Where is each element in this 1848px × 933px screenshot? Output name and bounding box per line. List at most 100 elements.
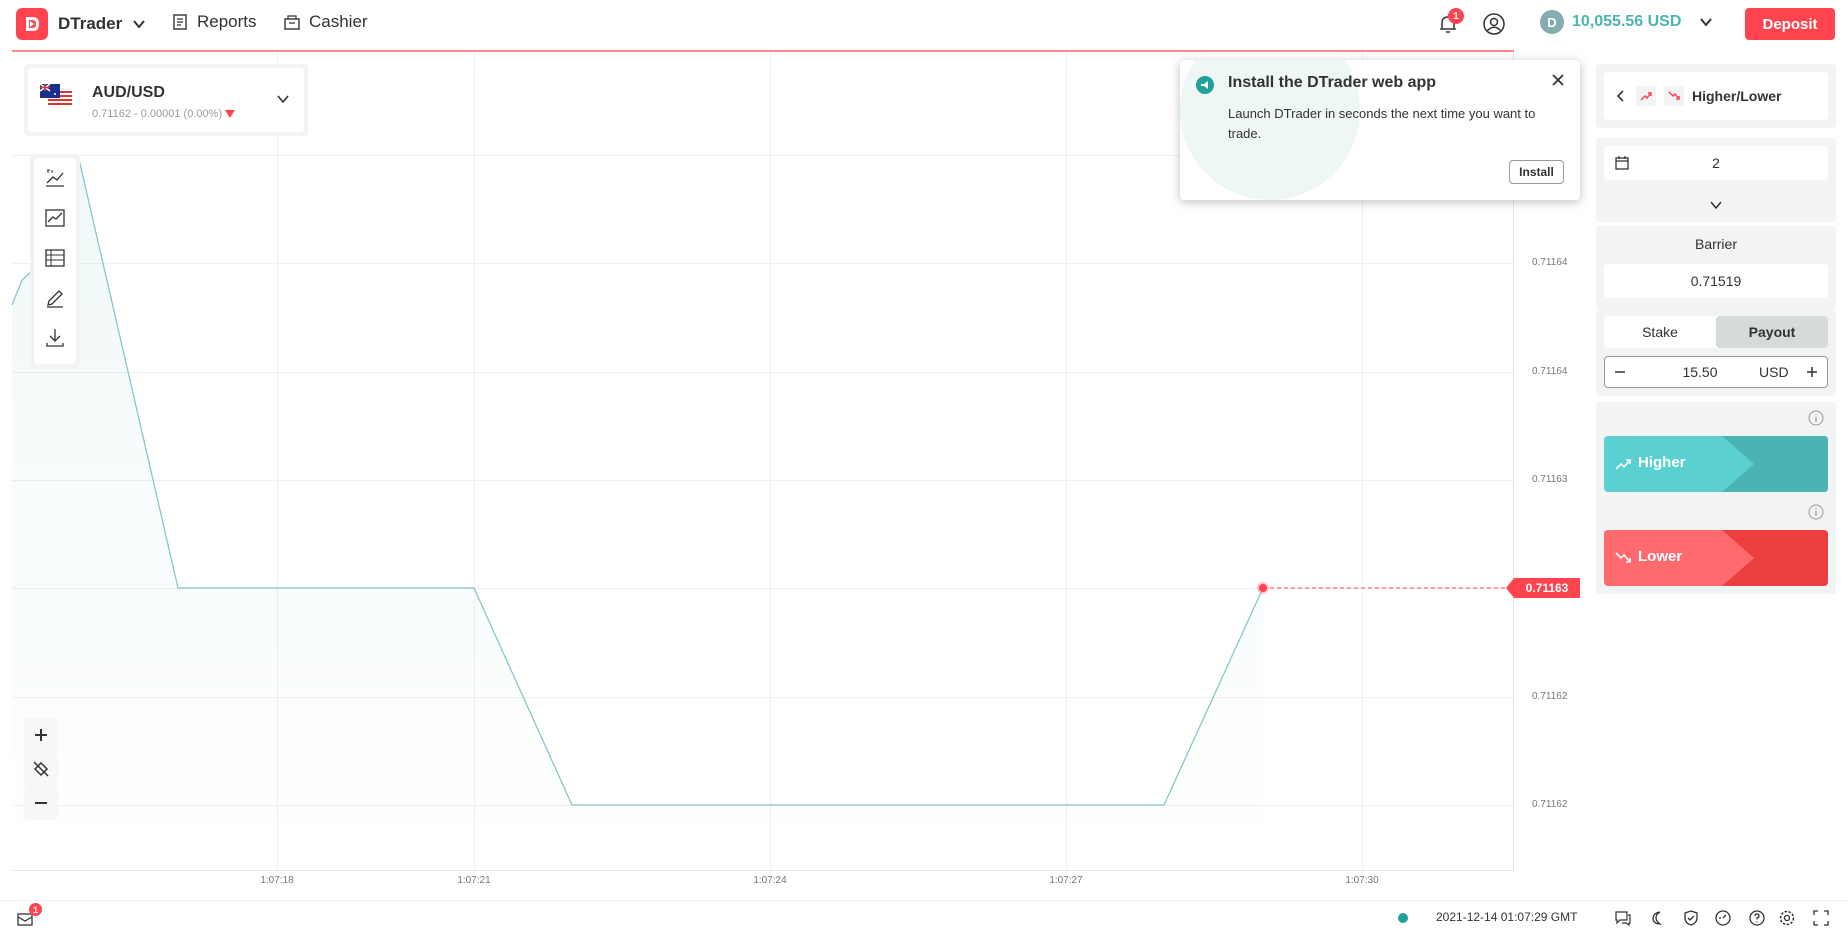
chart-toolbar	[30, 154, 80, 368]
duration-value: 2	[1712, 155, 1720, 171]
tab-payout[interactable]: Payout	[1716, 316, 1828, 348]
grid-line	[770, 52, 771, 870]
chevron-down-icon[interactable]	[1709, 198, 1723, 212]
info-icon[interactable]	[1808, 504, 1824, 520]
cashier-link[interactable]: Cashier	[283, 12, 368, 32]
help-icon[interactable]	[1748, 909, 1766, 927]
reports-icon	[173, 14, 187, 30]
messages-badge: 1	[29, 903, 42, 916]
purchase-panel: Higher Lower	[1596, 402, 1836, 594]
fall-icon	[1615, 552, 1631, 563]
account-balance: 10,055.56 USD	[1572, 13, 1682, 30]
platform-switcher[interactable]: DTrader	[16, 8, 146, 40]
x-axis-label: 1:07:18	[260, 875, 294, 886]
grid-line	[12, 372, 1514, 373]
asset-name: AUD/USD	[92, 84, 165, 101]
amount-currency: USD	[1759, 364, 1789, 380]
drawing-tools-icon[interactable]	[43, 286, 67, 310]
indicators-icon[interactable]	[43, 206, 67, 230]
barrier-label: Barrier	[1694, 236, 1737, 252]
duration-input[interactable]: 2	[1604, 146, 1828, 180]
grid-line	[12, 155, 1514, 156]
chart-x-axis	[12, 870, 1514, 871]
duration-panel: 2	[1596, 138, 1836, 222]
amount-value: 15.50	[1682, 364, 1718, 380]
info-icon[interactable]	[1808, 410, 1824, 426]
increment-button[interactable]	[1799, 359, 1825, 385]
barrier-value: 0.71519	[1690, 273, 1742, 289]
theme-icon[interactable]	[1648, 909, 1666, 927]
close-icon[interactable]	[1548, 70, 1568, 90]
positions-icon[interactable]	[16, 909, 34, 927]
y-axis-label: 0.71164	[1532, 257, 1568, 268]
chevron-down-icon	[133, 20, 146, 29]
lower-label: Lower	[1638, 548, 1683, 565]
barrier-panel: Barrier 0.71519	[1596, 226, 1836, 310]
grid-line	[1362, 52, 1363, 870]
megaphone-icon	[1196, 76, 1214, 94]
chat-icon[interactable]	[1614, 909, 1632, 927]
fullscreen-icon[interactable]	[1812, 909, 1830, 927]
reset-zoom-button[interactable]	[24, 752, 58, 786]
aud-usd-flag-icon	[40, 84, 72, 108]
reports-label: Reports	[197, 12, 257, 31]
grid-line	[277, 52, 278, 870]
crosshair-off-icon	[33, 761, 49, 777]
y-axis-label: 0.71163	[1532, 474, 1568, 485]
download-icon[interactable]	[43, 326, 67, 350]
deposit-button[interactable]: Deposit	[1745, 8, 1835, 40]
install-app-popup: Install the DTrader web app Launch DTrad…	[1180, 60, 1580, 200]
asset-selector[interactable]: AUD/USD 0.71162 - 0.00001 (0.00%)	[24, 64, 308, 136]
price-area	[12, 155, 1263, 870]
higher-label: Higher	[1638, 454, 1686, 471]
zoom-out-button[interactable]	[24, 786, 58, 820]
higher-button-decoration	[1722, 436, 1828, 492]
x-axis-label: 1:07:27	[1049, 875, 1083, 886]
footer: 1 2021-12-14 01:07:29 GMT	[0, 900, 1848, 933]
grid-line	[12, 263, 1514, 264]
templates-icon[interactable]	[43, 246, 67, 270]
chart-type-icon[interactable]	[43, 166, 67, 190]
lower-button[interactable]: Lower	[1604, 530, 1828, 586]
chart-y-axis	[1513, 52, 1514, 871]
responsible-trading-icon[interactable]	[1682, 909, 1700, 927]
higher-button[interactable]: Higher	[1604, 436, 1828, 492]
y-axis-label: 0.71162	[1532, 799, 1568, 810]
grid-line	[474, 52, 475, 870]
top-header: DTrader Reports Cashier 1 D 10,055.56 US…	[0, 0, 1848, 48]
fall-icon	[1664, 86, 1684, 106]
barrier-input[interactable]: 0.71519	[1604, 264, 1828, 298]
amount-input[interactable]: 15.50 USD	[1604, 356, 1828, 388]
plus-icon	[35, 729, 47, 741]
x-axis-label: 1:07:30	[1345, 875, 1379, 886]
tab-stake[interactable]: Stake	[1642, 324, 1678, 340]
calendar-icon	[1615, 156, 1629, 170]
minus-icon	[1615, 371, 1625, 373]
install-button[interactable]: Install	[1509, 160, 1564, 184]
loading-bar	[12, 50, 1514, 52]
account-switcher[interactable]: D 10,055.56 USD	[1540, 10, 1713, 34]
stake-payout-toggle: Stake Payout	[1604, 316, 1828, 348]
reports-link[interactable]: Reports	[171, 12, 257, 32]
popup-title: Install the DTrader web app	[1228, 74, 1437, 91]
trade-type-label: Higher/Lower	[1692, 88, 1782, 104]
grid-line	[12, 697, 1514, 698]
demo-currency-icon: D	[1540, 10, 1564, 34]
x-axis-label: 1:07:24	[753, 875, 787, 886]
current-price-dot	[1259, 584, 1267, 592]
zoom-in-button[interactable]	[24, 718, 58, 752]
asset-quote: 0.71162 - 0.00001 (0.00%)	[92, 108, 236, 120]
decrement-button[interactable]	[1607, 359, 1633, 385]
cashier-icon	[284, 15, 300, 30]
lower-button-decoration	[1722, 530, 1828, 586]
account-settings-icon[interactable]	[1482, 12, 1506, 36]
account-limits-icon[interactable]	[1714, 909, 1732, 927]
y-axis-label: 0.71162	[1532, 691, 1568, 702]
plus-icon	[1807, 367, 1817, 377]
trade-type-selector[interactable]: Higher/Lower	[1604, 72, 1828, 120]
y-axis-label: 0.71164	[1532, 366, 1568, 377]
minus-icon	[35, 802, 47, 804]
network-status-icon	[1398, 913, 1408, 923]
notification-badge: 1	[1448, 8, 1464, 24]
settings-icon[interactable]	[1778, 909, 1796, 927]
